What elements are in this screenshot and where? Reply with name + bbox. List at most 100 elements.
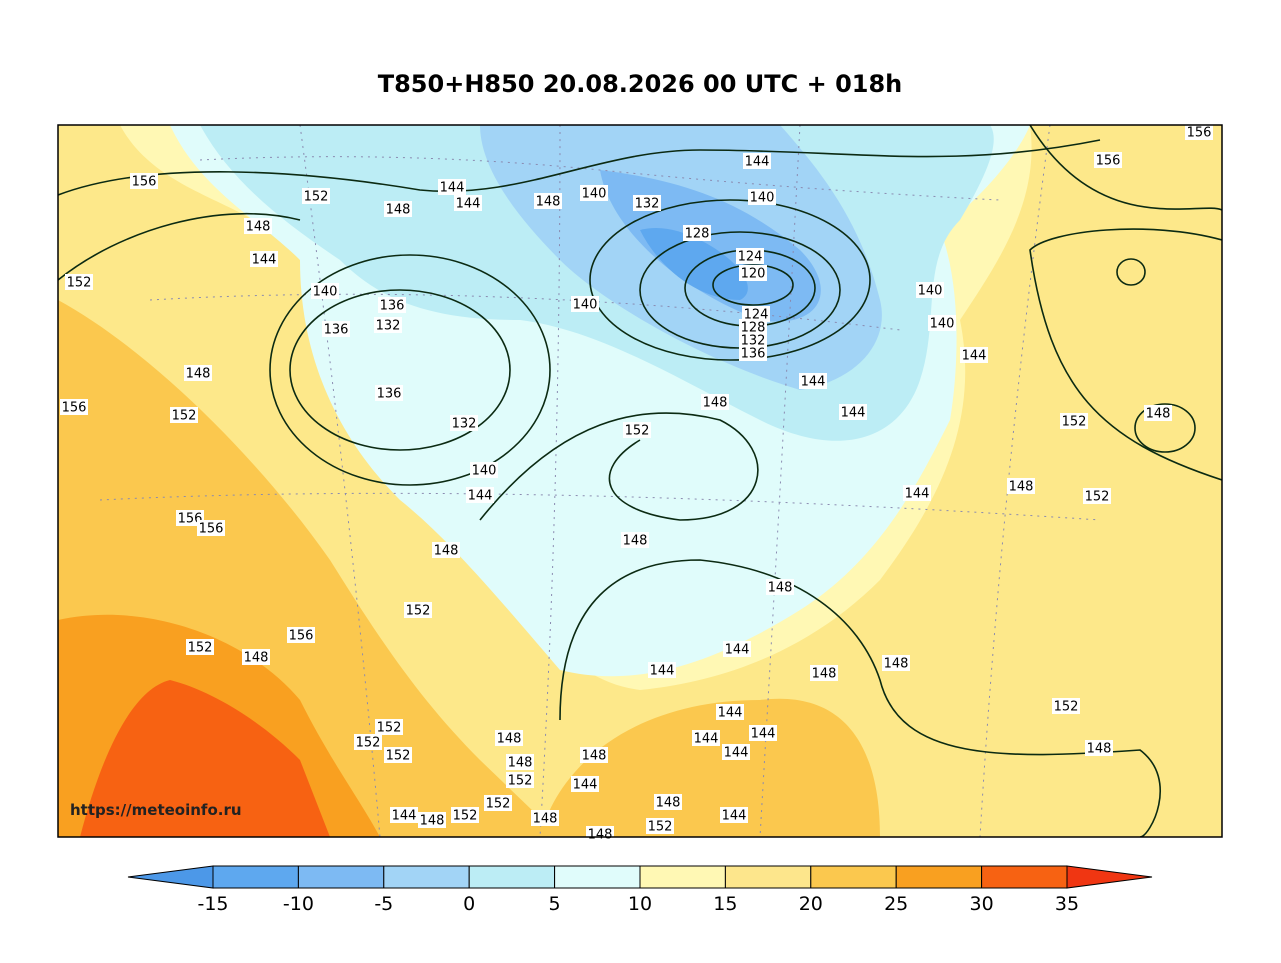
contour-label: 128	[685, 227, 710, 242]
colorbar-segment	[981, 865, 1068, 889]
contour-label-bg	[723, 641, 751, 657]
contour-label-bg	[242, 649, 270, 665]
contour-label-bg	[384, 747, 412, 763]
contour-label-bg	[743, 153, 771, 169]
contour-label-bg	[311, 283, 339, 299]
contour-label: 132	[452, 417, 477, 432]
contour-label: 144	[252, 253, 277, 268]
contour-label: 124	[738, 250, 763, 265]
contour-label: 148	[1087, 742, 1112, 757]
colorbar-tick-label: 0	[463, 893, 475, 915]
contour-label-bg	[701, 394, 729, 410]
colorbar-tick-label: 30	[970, 893, 994, 915]
contour-label: 152	[377, 721, 402, 736]
contour-label-bg	[839, 404, 867, 420]
contour-label-bg	[244, 218, 272, 234]
contour-label-bg	[623, 422, 651, 438]
contour-label: 152	[453, 809, 478, 824]
contour-label: 140	[582, 187, 607, 202]
contour-label-bg	[580, 747, 608, 763]
contour-label-bg	[960, 347, 988, 363]
contour-label-bg	[1144, 405, 1172, 421]
contour-label: 156	[62, 401, 87, 416]
contour-label: 144	[745, 155, 770, 170]
contour-label: 152	[304, 190, 329, 205]
contour-label-bg	[454, 195, 482, 211]
contour-label: 152	[1062, 415, 1087, 430]
contour-label-bg	[432, 542, 460, 558]
contour-label-bg	[571, 776, 599, 792]
colorbar-segment	[810, 865, 897, 889]
colorbar-segment	[212, 865, 299, 889]
contour-label: 148	[884, 657, 909, 672]
colorbar-segment	[724, 865, 812, 889]
contour-label: 120	[741, 267, 766, 282]
contour-label: 144	[694, 732, 719, 747]
contour-label: 148	[588, 828, 613, 843]
contour-label-bg	[484, 795, 512, 811]
contour-label: 148	[420, 814, 445, 829]
contour-label-bg	[1060, 413, 1088, 429]
colorbar-extend-low	[127, 865, 214, 889]
colorbar-segment	[639, 865, 726, 889]
contour-label-bg	[916, 282, 944, 298]
contour-label-bg	[654, 794, 682, 810]
contour-label-bg	[534, 193, 562, 209]
contour-label-bg	[799, 373, 827, 389]
contour-label-bg	[438, 179, 466, 195]
contour-label: 148	[768, 581, 793, 596]
contour-label: 148	[812, 667, 837, 682]
contour-label-bg	[571, 296, 599, 312]
contour-label-bg	[506, 754, 534, 770]
contour-label-bg	[692, 730, 720, 746]
colorbar-segment	[383, 865, 470, 889]
contour-label-bg	[130, 173, 158, 189]
contour-label-bg	[742, 306, 770, 322]
map-title: T850+H850 20.08.2026 00 UTC + 018h	[378, 70, 903, 98]
contour-label: 144	[440, 181, 465, 196]
contour-label-bg	[633, 195, 661, 211]
contour-label-bg	[322, 321, 350, 337]
contour-label-bg	[186, 639, 214, 655]
contour-label: 152	[648, 820, 673, 835]
contour-label: 144	[722, 809, 747, 824]
contour-label-bg	[1185, 124, 1213, 140]
contour-label: 140	[472, 464, 497, 479]
contour-label-bg	[170, 407, 198, 423]
contour-label: 144	[905, 487, 930, 502]
colorbar-segment	[468, 865, 556, 889]
contour-label: 136	[380, 299, 405, 314]
contour-label: 140	[918, 284, 943, 299]
contour-label-bg	[739, 345, 767, 361]
contour-label: 152	[188, 641, 213, 656]
contour-label: 156	[289, 629, 314, 644]
contour-label: 144	[725, 643, 750, 658]
colorbar-segment	[554, 865, 641, 889]
contour-label: 144	[751, 727, 776, 742]
contour-label: 148	[703, 396, 728, 411]
contour-label-bg	[184, 365, 212, 381]
contour-label-bg	[1052, 698, 1080, 714]
contour-label: 152	[1085, 490, 1110, 505]
contour-label: 156	[1187, 126, 1212, 141]
colorbar-tick-label: 20	[799, 893, 823, 915]
contour-label: 144	[841, 406, 866, 421]
contour-label-bg	[739, 332, 767, 348]
colorbar-segment	[895, 865, 983, 889]
contour-label: 148	[533, 812, 558, 827]
contour-label-bg	[749, 725, 777, 741]
contour-label: 152	[486, 797, 511, 812]
contour-label-bg	[586, 826, 614, 842]
contour-label-bg	[418, 812, 446, 828]
contour-label: 144	[573, 778, 598, 793]
contour-label-bg	[882, 655, 910, 671]
contour-label: 140	[573, 298, 598, 313]
contour-label: 144	[650, 664, 675, 679]
contour-label: 144	[456, 197, 481, 212]
contour-label: 152	[172, 409, 197, 424]
contour-label-bg	[404, 602, 432, 618]
contour-label-bg	[531, 810, 559, 826]
contour-label-bg	[722, 744, 750, 760]
contour-label: 152	[1054, 700, 1079, 715]
contour-label-bg	[1007, 478, 1035, 494]
